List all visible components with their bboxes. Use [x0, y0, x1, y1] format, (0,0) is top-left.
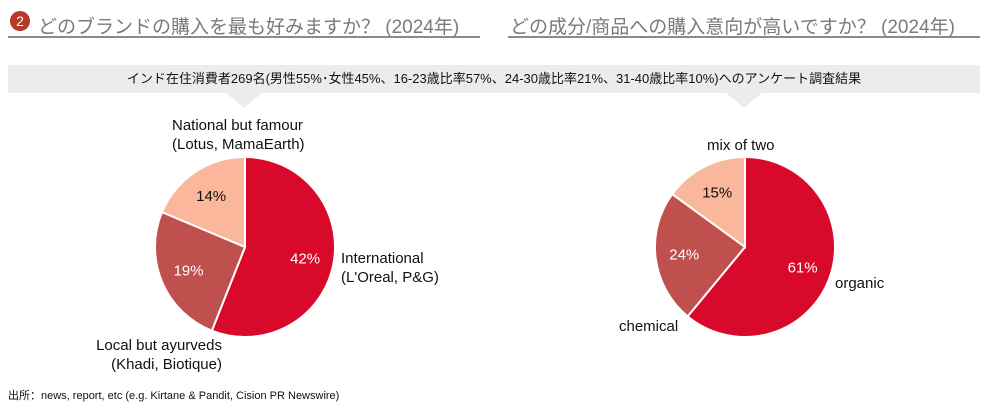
- slice-local-percent: 19%: [174, 263, 204, 280]
- slice-international: [210, 155, 336, 338]
- slice-label-national: National but famour (Lotus, MamaEarth): [172, 117, 305, 153]
- slice-organic-percent: 61%: [788, 260, 818, 277]
- header-right-text: どの成分/商品への購入意向が高いですか？ (2024年): [510, 17, 955, 38]
- slice-chemical-percent: 24%: [669, 247, 699, 264]
- slice-mix: [670, 155, 746, 249]
- slice-international-percent: 42%: [290, 250, 320, 267]
- slice-organic: [686, 155, 836, 338]
- slice-mix-percent: 15%: [702, 184, 732, 201]
- header-right: どの成分/商品への購入意向が高いですか？ (2024年): [508, 6, 980, 38]
- survey-banner: インド在住消費者269名(男性55%･女性45%、16-23歳比率57%、24-…: [8, 65, 980, 93]
- slice-label-chemical: chemical: [619, 318, 679, 335]
- source-note: 出所：news, report, etc (e.g. Kirtane & Pan…: [8, 390, 340, 402]
- question-number-badge: 2: [10, 11, 30, 31]
- header-left: 2 どのブランドの購入を最も好みますか？ (2024年): [8, 6, 480, 38]
- slice-chemical: [654, 192, 747, 318]
- arrow-down-icon: [726, 93, 762, 108]
- header-left-text: どのブランドの購入を最も好みますか？ (2024年): [38, 17, 460, 38]
- slice-label-international: International (L'Oreal, P&G): [341, 250, 439, 286]
- slice-label-local: Local but ayurveds (Khadi, Biotique): [96, 337, 222, 373]
- arrow-down-icon: [226, 93, 262, 108]
- slice-national: [160, 155, 246, 249]
- slice-local: [154, 210, 247, 332]
- slice-national-percent: 14%: [196, 188, 226, 205]
- slice-label-organic: organic: [835, 275, 885, 292]
- slice-label-mix: mix of two: [707, 137, 775, 154]
